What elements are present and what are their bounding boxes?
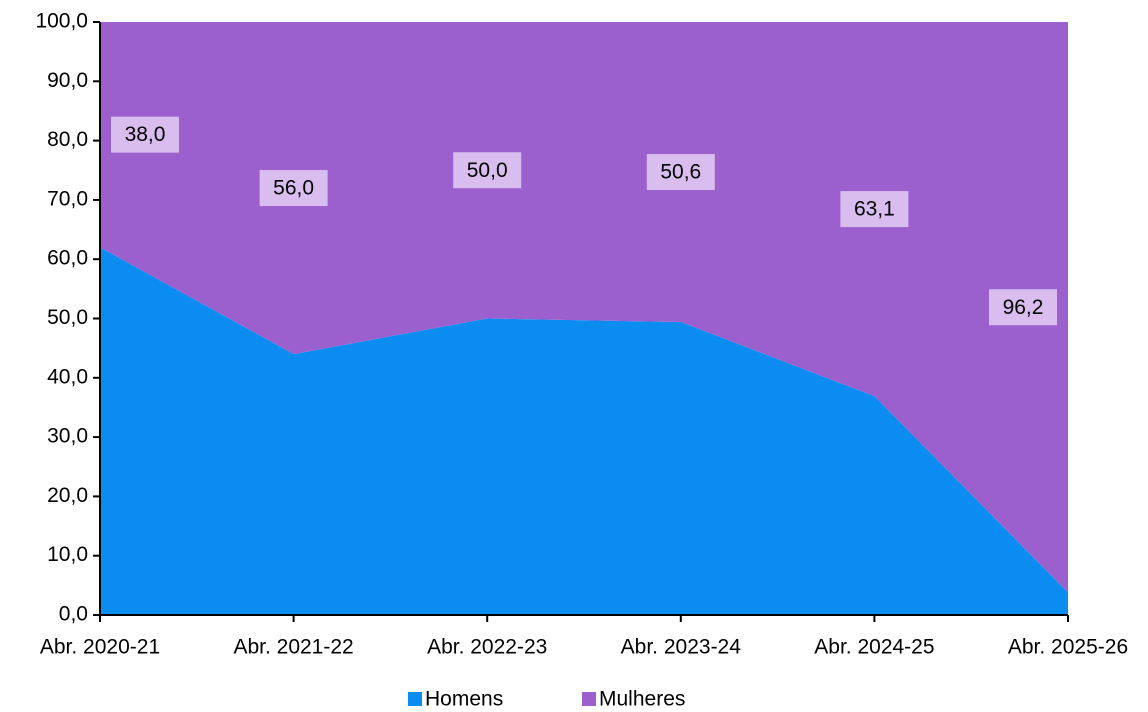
data-label-bg <box>453 152 522 189</box>
data-label: 50,0 <box>467 159 508 182</box>
legend-label: Homens <box>425 688 503 711</box>
y-tick-label: 40,0 <box>47 365 88 388</box>
y-tick-label: 20,0 <box>47 484 88 507</box>
y-tick-label: 60,0 <box>47 247 88 270</box>
data-label-bg <box>646 154 715 191</box>
data-label: 63,1 <box>854 198 895 221</box>
y-tick-label: 50,0 <box>47 306 88 329</box>
data-label-bg <box>989 289 1057 326</box>
x-tick-label: Abr. 2020-21 <box>40 636 160 659</box>
y-tick-label: 70,0 <box>47 187 88 210</box>
x-tick-label: Abr. 2021-22 <box>233 636 353 659</box>
x-tick-label: Abr. 2025-26 <box>1008 636 1128 659</box>
data-label: 96,2 <box>1003 296 1044 319</box>
y-tick-label: 10,0 <box>47 543 88 566</box>
x-tick-label: Abr. 2023-24 <box>621 636 742 659</box>
data-label-bg <box>259 170 328 207</box>
data-label-bg <box>840 191 909 228</box>
y-tick-label: 90,0 <box>47 69 88 92</box>
data-label-bg <box>111 116 179 153</box>
y-tick-label: 100,0 <box>35 10 88 33</box>
area <box>100 22 1068 593</box>
data-label: 50,6 <box>660 161 701 184</box>
data-label: 38,0 <box>125 123 166 146</box>
legend-swatch <box>582 692 596 706</box>
x-tick-label: Abr. 2024-25 <box>814 636 934 659</box>
x-tick-label: Abr. 2022-23 <box>427 636 547 659</box>
y-tick-label: 80,0 <box>47 128 88 151</box>
area <box>100 247 1068 615</box>
data-label: 56,0 <box>273 177 314 200</box>
legend-swatch <box>408 692 422 706</box>
legend-label: Mulheres <box>599 688 685 711</box>
y-tick-label: 30,0 <box>47 425 88 448</box>
y-tick-label: 0,0 <box>59 603 88 626</box>
